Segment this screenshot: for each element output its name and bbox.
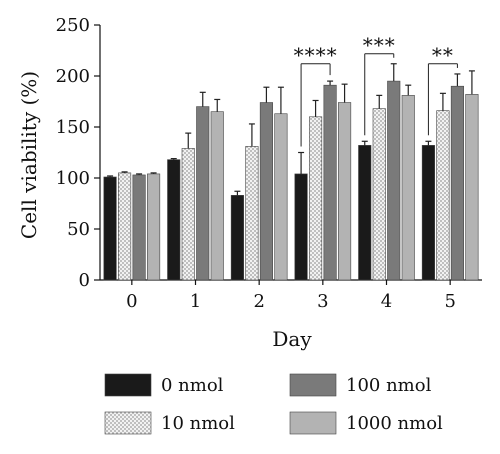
bar <box>338 102 352 281</box>
bar <box>323 84 337 281</box>
x-axis-title: Day <box>272 327 312 351</box>
bar <box>294 173 308 281</box>
bar <box>436 110 450 281</box>
significance-annotations: **** *** ** <box>294 33 458 147</box>
y-tick-label: 250 <box>56 15 90 36</box>
bar <box>132 174 146 281</box>
bar <box>181 148 195 281</box>
bar <box>450 85 464 281</box>
bar <box>465 94 479 281</box>
significance-label: ** <box>432 43 454 67</box>
y-tick-label: 0 <box>79 270 90 291</box>
x-tick-label: 5 <box>444 291 455 312</box>
legend-swatch <box>104 411 152 435</box>
x-tick-label: 2 <box>253 291 264 312</box>
legend: 0 nmol 10 nmol 100 nmol 1000 nmol <box>104 373 443 435</box>
x-tick-label: 4 <box>381 291 392 312</box>
legend-swatch <box>289 411 337 435</box>
legend-label: 10 nmol <box>161 413 235 434</box>
y-axis-title: Cell viability (%) <box>17 71 41 239</box>
bar <box>358 145 372 281</box>
bar <box>147 173 161 281</box>
significance-label: *** <box>363 33 396 57</box>
legend-label: 100 nmol <box>346 375 432 396</box>
significance-label: **** <box>294 43 338 67</box>
bars-group <box>103 63 479 281</box>
legend-label: 0 nmol <box>161 375 224 396</box>
bar <box>118 172 132 281</box>
bar <box>387 80 401 281</box>
bar <box>167 159 181 281</box>
legend-label: 1000 nmol <box>346 413 443 434</box>
legend-swatch <box>289 373 337 397</box>
y-tick-label: 50 <box>67 219 90 240</box>
bar <box>421 145 435 281</box>
bar <box>259 102 273 281</box>
x-tick-label: 3 <box>317 291 328 312</box>
y-tick-label: 100 <box>56 168 90 189</box>
x-tick-label: 0 <box>126 291 137 312</box>
x-tick-label: 1 <box>190 291 201 312</box>
bar <box>210 111 224 281</box>
y-tick-label: 200 <box>56 66 90 87</box>
legend-swatch <box>104 373 152 397</box>
bar <box>401 95 415 281</box>
axes: 0 50 100 150 200 250 0 1 2 3 4 5 <box>56 15 482 312</box>
bar <box>245 146 259 281</box>
bar <box>309 116 323 281</box>
y-tick-label: 150 <box>56 117 90 138</box>
bar <box>230 195 244 281</box>
bar <box>274 113 288 281</box>
bar <box>372 108 386 281</box>
bar <box>196 106 210 281</box>
bar <box>103 176 117 281</box>
